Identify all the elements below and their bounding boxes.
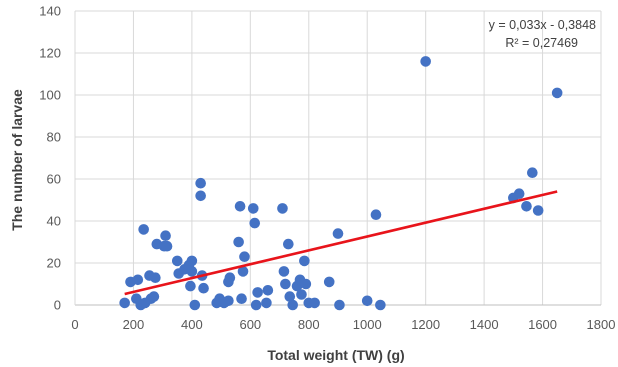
data-point [239, 251, 250, 262]
data-point [287, 299, 299, 311]
data-point [361, 295, 373, 307]
y-tick-label: 20 [47, 256, 61, 271]
data-point [236, 293, 247, 305]
x-tick-label: 1600 [528, 317, 557, 332]
data-point [223, 295, 234, 307]
x-tick-label: 800 [298, 317, 320, 332]
x-tick-labels: 0 200 400 600 800 1000 1200 1400 1600 1800 [71, 317, 615, 332]
data-point [513, 188, 525, 199]
data-point [138, 224, 149, 235]
y-tick-label: 80 [47, 130, 61, 145]
y-tick-label: 120 [39, 46, 61, 61]
data-point [300, 278, 312, 290]
data-point [332, 228, 344, 239]
x-tick-label: 1000 [353, 317, 382, 332]
data-point [375, 299, 386, 311]
data-point [323, 276, 335, 288]
data-point [234, 201, 246, 212]
data-point [370, 209, 382, 220]
data-points [119, 56, 563, 311]
data-point [150, 272, 161, 284]
x-tick-label: 1400 [470, 317, 499, 332]
data-point [186, 266, 198, 277]
data-point [278, 266, 290, 277]
y-tick-labels: 0 20 40 60 80 100 120 140 [39, 4, 61, 313]
y-tick-label: 40 [47, 214, 61, 229]
x-tick-label: 600 [239, 317, 261, 332]
data-point [185, 280, 196, 292]
y-tick-label: 60 [47, 172, 61, 187]
data-point [261, 297, 272, 309]
data-point [309, 297, 320, 309]
y-axis-title: The number of larvae [9, 89, 25, 231]
data-point [262, 285, 274, 296]
data-point [119, 297, 130, 309]
data-point [334, 299, 345, 311]
data-point [247, 203, 259, 214]
y-tick-label: 100 [39, 88, 61, 103]
x-tick-label: 1200 [411, 317, 440, 332]
x-tick-label: 200 [123, 317, 145, 332]
data-point [148, 291, 160, 302]
data-point [132, 274, 144, 286]
data-point [299, 255, 310, 267]
x-tick-label: 400 [181, 317, 203, 332]
data-point [186, 255, 198, 267]
data-point [195, 177, 206, 189]
data-point [283, 238, 294, 250]
data-point [171, 255, 183, 267]
data-point [252, 287, 263, 298]
gridlines [75, 10, 602, 305]
data-point [527, 167, 538, 178]
axes [74, 11, 601, 306]
y-tick-label: 0 [54, 298, 61, 313]
data-point [224, 272, 236, 284]
data-point [237, 266, 249, 277]
data-point [277, 203, 288, 214]
data-point [160, 230, 171, 241]
y-tick-label: 140 [39, 4, 61, 19]
trendline-equation: y = 0,033x - 0,3848 [489, 18, 596, 32]
data-point [250, 299, 262, 311]
data-point [189, 299, 201, 311]
data-point [249, 217, 261, 229]
data-point [198, 282, 209, 294]
data-point [532, 205, 544, 216]
data-point [233, 236, 244, 248]
x-axis-title: Total weight (TW) (g) [267, 347, 404, 363]
x-tick-label: 1800 [587, 317, 616, 332]
trendline-r-squared: R² = 0,27469 [505, 36, 578, 50]
data-point [420, 56, 431, 67]
data-point [551, 87, 563, 99]
trendline [124, 190, 558, 296]
data-point [296, 289, 307, 300]
data-point [280, 278, 291, 290]
data-point [521, 201, 532, 212]
data-point [284, 291, 296, 302]
data-point [161, 240, 173, 252]
x-tick-label: 0 [71, 317, 78, 332]
data-point [195, 190, 206, 202]
